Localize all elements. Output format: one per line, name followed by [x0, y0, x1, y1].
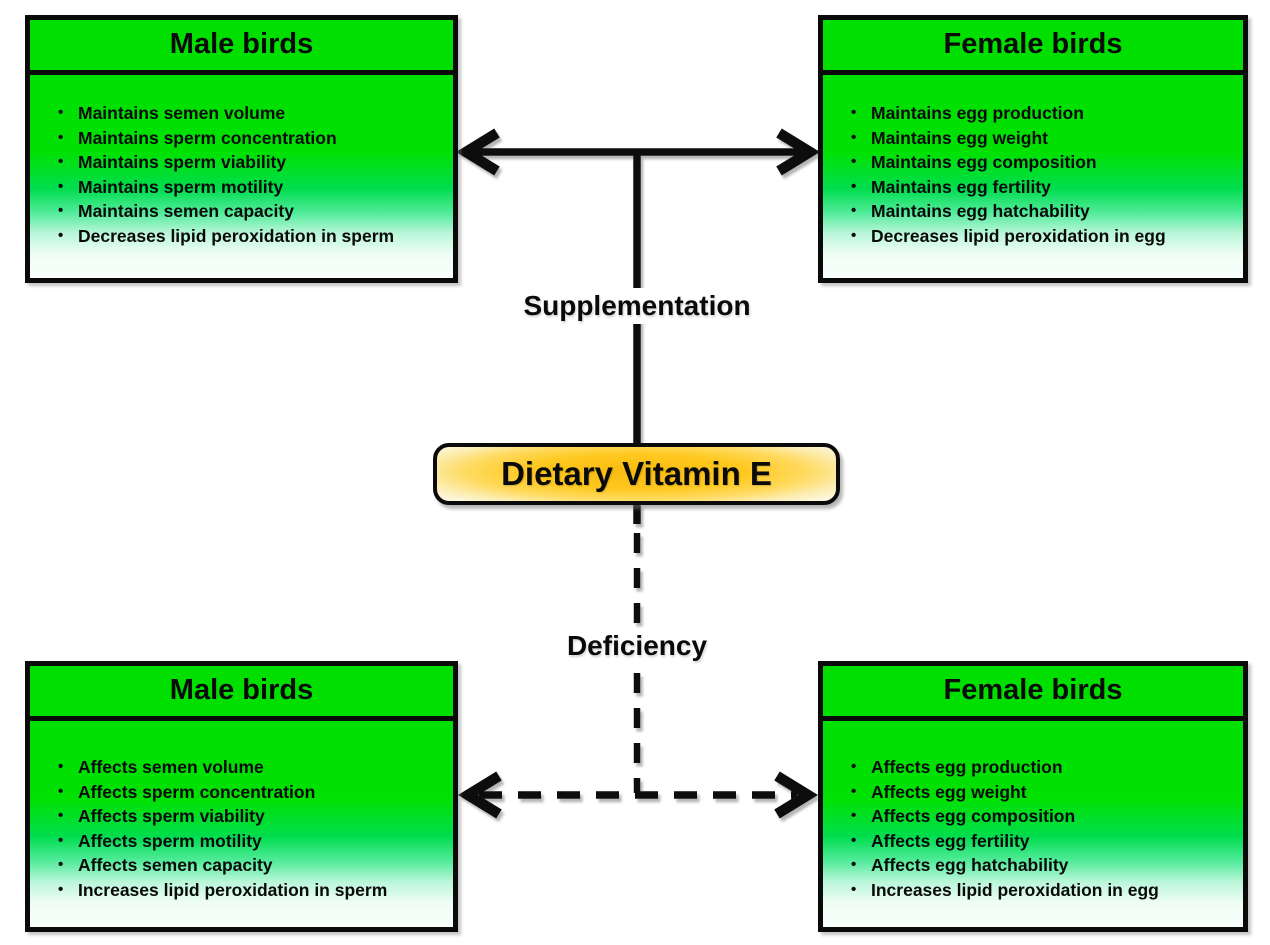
effects-list: Affects egg production Affects egg weigh…	[823, 721, 1243, 927]
effects-list: Affects semen volume Affects sperm conce…	[30, 721, 453, 927]
list-item: Maintains egg production	[849, 101, 1237, 126]
list-item: Affects egg hatchability	[849, 853, 1237, 878]
box-deficiency-male: Male birds Affects semen volume Affects …	[25, 661, 458, 932]
list-item: Maintains egg fertility	[849, 175, 1237, 200]
box-title: Female birds	[823, 666, 1243, 721]
arrowhead-left-icon	[457, 771, 502, 819]
list-item: Maintains egg hatchability	[849, 199, 1237, 224]
list-item: Decreases lipid peroxidation in sperm	[56, 224, 447, 249]
arrowhead-right-icon	[774, 771, 819, 819]
list-item: Affects sperm concentration	[56, 780, 447, 805]
deficiency-label: Deficiency	[554, 628, 720, 664]
supplementation-label: Supplementation	[511, 288, 763, 324]
box-deficiency-female: Female birds Affects egg production Affe…	[818, 661, 1248, 932]
list-item: Maintains semen volume	[56, 101, 447, 126]
list-item: Increases lipid peroxidation in egg	[849, 878, 1237, 903]
list-item: Affects egg production	[849, 755, 1237, 780]
arrowhead-right-icon	[776, 128, 821, 176]
box-supplementation-female: Female birds Maintains egg production Ma…	[818, 15, 1248, 283]
list-item: Maintains sperm motility	[56, 175, 447, 200]
list-item: Maintains sperm concentration	[56, 126, 447, 151]
box-title: Male birds	[30, 666, 453, 721]
list-item: Maintains semen capacity	[56, 199, 447, 224]
list-item: Maintains egg weight	[849, 126, 1237, 151]
dietary-vitamin-e-node: Dietary Vitamin E	[433, 443, 840, 505]
list-item: Maintains egg composition	[849, 150, 1237, 175]
list-item: Affects semen volume	[56, 755, 447, 780]
list-item: Affects egg weight	[849, 780, 1237, 805]
list-item: Affects egg composition	[849, 804, 1237, 829]
box-title: Female birds	[823, 20, 1243, 75]
arrowhead-left-icon	[455, 128, 500, 176]
list-item: Affects sperm viability	[56, 804, 447, 829]
list-item: Decreases lipid peroxidation in egg	[849, 224, 1237, 249]
list-item: Affects egg fertility	[849, 829, 1237, 854]
box-supplementation-male: Male birds Maintains semen volume Mainta…	[25, 15, 458, 283]
list-item: Affects sperm motility	[56, 829, 447, 854]
box-title: Male birds	[30, 20, 453, 75]
list-item: Affects semen capacity	[56, 853, 447, 878]
effects-list: Maintains egg production Maintains egg w…	[823, 75, 1243, 278]
effects-list: Maintains semen volume Maintains sperm c…	[30, 75, 453, 278]
list-item: Increases lipid peroxidation in sperm	[56, 878, 447, 903]
list-item: Maintains sperm viability	[56, 150, 447, 175]
